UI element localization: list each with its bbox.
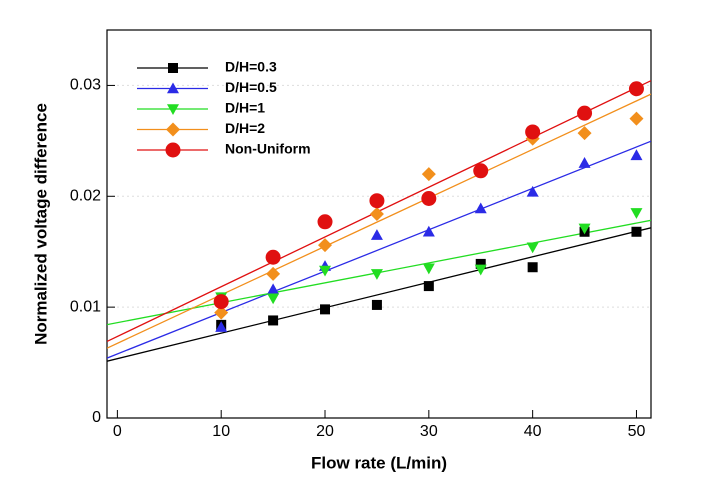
marker [318,238,333,253]
marker [422,263,435,275]
marker [267,293,280,305]
marker [370,229,383,240]
x-tick-label: 40 [524,423,542,440]
marker [214,305,229,320]
plot-frame [106,29,652,419]
marker [527,262,538,273]
fit-line [107,227,651,362]
marker [213,294,229,310]
marker [473,163,489,179]
marker [167,104,179,115]
x-tick-label: 0 [113,423,122,440]
marker [265,249,281,265]
marker [168,63,178,73]
marker [577,126,592,141]
marker [525,124,541,140]
marker [320,304,331,315]
marker [319,265,332,277]
marker [526,185,539,197]
marker [526,242,539,254]
fit-line [107,140,651,359]
legend-label: D/H=2 [225,120,265,136]
marker [369,193,385,209]
marker [215,321,228,332]
x-tick-label: 20 [316,423,334,440]
marker [630,149,643,161]
y-tick-label: 0.03 [70,77,101,94]
y-axis-label: Normalized voltage difference [31,103,50,345]
x-axis-label: Flow rate (L/min) [311,453,447,472]
y-tick-label: 0.02 [70,188,101,205]
marker [369,207,384,222]
marker [317,214,333,230]
legend-label: D/H=1 [225,100,265,116]
marker [370,269,383,280]
legend-label: Non-Uniform [225,141,311,157]
marker [423,281,434,292]
marker [268,315,279,326]
marker [165,142,181,158]
marker [266,266,281,281]
marker [631,226,642,237]
marker [421,191,437,207]
marker [422,225,435,237]
marker [577,105,593,121]
marker [630,208,643,219]
marker [421,167,436,182]
x-tick-label: 50 [628,423,646,440]
marker [578,157,591,168]
marker [166,122,180,137]
x-tick-label: 10 [212,423,230,440]
y-tick-label: 0 [92,409,101,426]
legend-label: D/H=0.5 [225,79,277,95]
marker [167,82,179,94]
marker [371,299,382,310]
marker [629,111,644,126]
marker [628,81,644,97]
legend-label: D/H=0.3 [225,59,277,75]
fit-line [107,93,651,349]
marker [474,264,487,276]
x-tick-label: 30 [420,423,438,440]
marker [267,283,280,295]
marker [475,258,486,269]
marker [474,202,487,214]
marker [578,223,591,235]
y-tick-label: 0.01 [70,298,101,315]
